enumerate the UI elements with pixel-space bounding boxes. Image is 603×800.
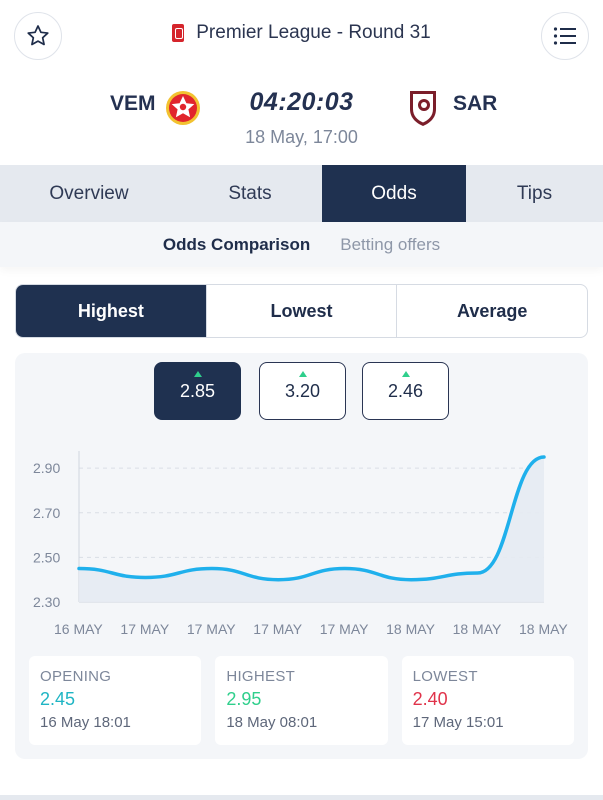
league-heading: Premier League - Round 31	[0, 22, 603, 44]
series-area	[79, 457, 544, 602]
subtab-odds-comparison[interactable]: Odds Comparison	[162, 234, 311, 254]
tab-overview[interactable]: Overview	[49, 182, 129, 204]
y-tick-label: 2.30	[33, 594, 60, 610]
segment-lowest[interactable]: Lowest	[205, 285, 397, 337]
list-icon	[553, 27, 576, 45]
star-icon	[27, 25, 49, 46]
league-logo-icon	[172, 24, 185, 42]
stat-value: 2.45	[40, 689, 76, 709]
away-team-crest[interactable]	[408, 88, 438, 133]
home-team-crest[interactable]	[164, 88, 202, 133]
x-tick-label: 17 MAY	[187, 621, 236, 637]
x-tick-label: 18 MAY	[386, 621, 435, 637]
stat-label: LOWEST	[412, 668, 478, 685]
match-header: VEM 04:20:03 18 May, 17:00 SAR	[0, 80, 603, 160]
away-team-code[interactable]: SAR	[453, 92, 498, 115]
match-countdown: 04:20:03	[249, 88, 354, 116]
odds-type-selector: Highest Lowest Average	[15, 284, 588, 338]
odds-value: 2.46	[387, 380, 424, 401]
stat-label: HIGHEST	[226, 668, 296, 685]
league-title: Premier League - Round 31	[196, 22, 431, 43]
x-tick-label: 18 MAY	[453, 621, 502, 637]
odds-chart-card: 2.85 3.20 2.46 2.90 2.70 2.50 2.30 16 MAY 17 …	[15, 353, 588, 759]
segment-highest[interactable]: Highest	[16, 285, 206, 337]
main-tabs: Overview Stats Odds Tips	[0, 165, 603, 222]
tab-stats[interactable]: Stats	[228, 182, 272, 204]
odds-history-chart: 2.90 2.70 2.50 2.30 16 MAY 17 MAY 17 MAY 17 MAY…	[33, 451, 568, 637]
x-tick-label: 17 MAY	[320, 621, 369, 637]
home-team-code[interactable]: VEM	[110, 92, 156, 115]
stat-label: OPENING	[40, 668, 112, 685]
tab-tips[interactable]: Tips	[516, 182, 553, 204]
y-tick-label: 2.90	[33, 460, 60, 476]
top-bar: Premier League - Round 31	[0, 0, 603, 70]
away-crest-icon	[410, 91, 436, 126]
stat-lowest: LOWEST 2.40 17 May 15:01	[401, 656, 574, 745]
odds-value: 2.85	[179, 380, 216, 401]
series-line	[77, 455, 546, 582]
y-tick-label: 2.50	[33, 549, 60, 565]
stat-date: 18 May 08:01	[226, 714, 318, 731]
subtab-betting-offers[interactable]: Betting offers	[340, 234, 441, 254]
x-tick-label: 17 MAY	[253, 621, 302, 637]
stat-date: 17 May 15:01	[412, 714, 504, 731]
odds-option-away[interactable]: 2.46	[362, 362, 449, 420]
home-crest-icon	[166, 91, 200, 125]
stat-value: 2.40	[412, 689, 448, 709]
stat-value: 2.95	[226, 689, 262, 709]
sub-tabs: Odds Comparison Betting offers	[0, 222, 603, 267]
stat-opening: OPENING 2.45 16 May 18:01	[29, 656, 202, 745]
x-tick-label: 17 MAY	[120, 621, 169, 637]
x-tick-label: 16 MAY	[54, 621, 103, 637]
trend-up-icon	[193, 371, 202, 377]
segment-average[interactable]: Average	[396, 285, 587, 337]
kickoff-time: 18 May, 17:00	[245, 127, 358, 147]
menu-button[interactable]	[541, 12, 589, 60]
odds-option-draw[interactable]: 3.20	[259, 362, 346, 420]
odds-summary: OPENING 2.45 16 May 18:01 HIGHEST 2.95 1…	[29, 656, 574, 745]
tab-odds[interactable]: Odds	[322, 165, 466, 222]
y-tick-label: 2.70	[33, 505, 60, 521]
odds-option-home[interactable]: 2.85	[154, 362, 241, 420]
bottom-divider	[0, 795, 603, 800]
trend-up-icon	[298, 371, 307, 377]
x-tick-label: 18 MAY	[519, 621, 568, 637]
odds-value: 3.20	[284, 380, 321, 401]
stat-highest: HIGHEST 2.95 18 May 08:01	[215, 656, 388, 745]
trend-up-icon	[401, 371, 410, 377]
favorite-button[interactable]	[14, 12, 62, 60]
stat-date: 16 May 18:01	[40, 714, 131, 731]
